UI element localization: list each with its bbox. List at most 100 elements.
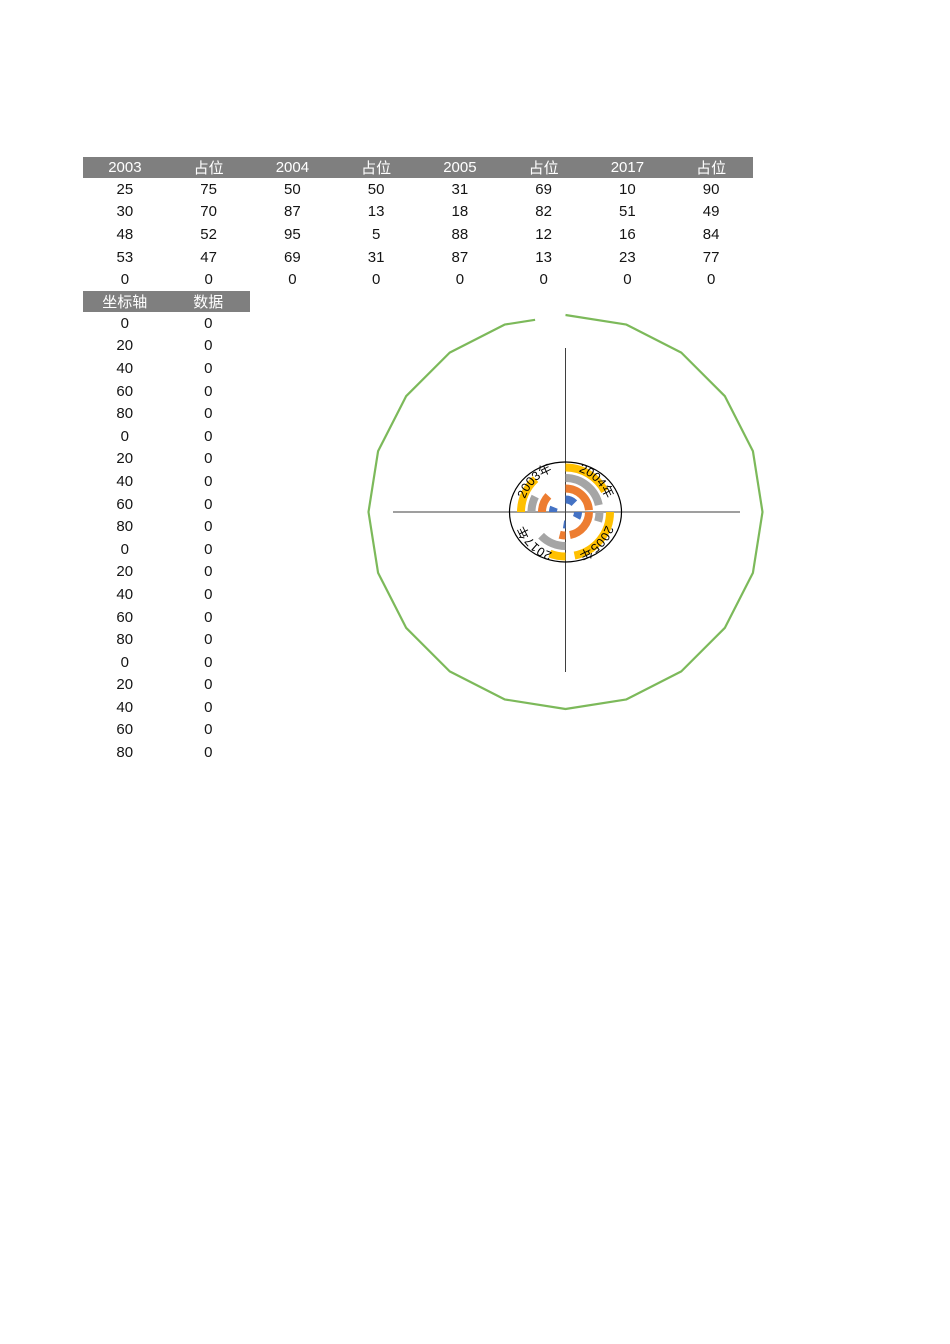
value-cell[interactable]: 0 [120,653,129,671]
table-row: 20 0 [83,561,250,584]
value-cell[interactable]: 60 [116,721,134,739]
value-cell[interactable]: 0 [371,271,381,289]
value-cell[interactable]: 0 [204,450,213,468]
value-cell[interactable]: 70 [200,203,217,221]
column-header-cell[interactable]: 占位 [669,157,753,178]
value-cell[interactable]: 0 [204,337,213,355]
value-cell[interactable]: 31 [451,180,469,198]
value-cell[interactable]: 0 [204,518,213,536]
column-header-cell[interactable]: 占位 [166,157,251,178]
value-cell[interactable]: 0 [204,563,213,581]
value-cell[interactable]: 80 [116,518,134,536]
value-cell[interactable]: 0 [204,472,213,490]
value-cell[interactable]: 53 [116,248,134,266]
value-cell[interactable]: 80 [116,631,134,649]
value-cell[interactable]: 0 [204,585,213,603]
value-cell[interactable]: 0 [204,653,213,671]
doughnut-arc-2004-row4 [565,463,609,494]
value-cell[interactable]: 16 [619,225,636,243]
value-cell[interactable]: 20 [116,337,134,355]
doughnut-arc-2003-row1 [549,505,558,513]
value-cell[interactable]: 20 [116,676,134,694]
value-cell[interactable]: 0 [455,271,465,289]
value-cell[interactable]: 13 [367,203,385,221]
value-cell[interactable]: 47 [200,248,217,266]
value-cell[interactable]: 60 [116,495,134,513]
doughnut-arc-2005-row1 [572,511,583,520]
value-cell[interactable]: 20 [116,450,134,468]
value-cell[interactable]: 10 [619,180,636,198]
value-cell[interactable]: 77 [702,248,720,266]
value-cell[interactable]: 0 [204,608,213,626]
value-cell[interactable]: 90 [702,180,720,198]
value-cell[interactable]: 48 [116,225,134,243]
value-cell[interactable]: 60 [116,382,134,400]
value-cell[interactable]: 0 [204,540,213,558]
value-cell[interactable]: 52 [200,225,217,243]
doughnut-arc-2004-row1 [565,495,578,507]
table-row: 80 0 [83,628,250,651]
value-cell[interactable]: 0 [204,405,213,423]
value-cell[interactable]: 51 [619,203,636,221]
column-header-cell[interactable]: 2005 [418,157,502,178]
column-header-cell[interactable]: 2003 [83,157,167,178]
value-cell[interactable]: 0 [120,540,129,558]
value-cell[interactable]: 0 [288,271,297,289]
value-cell[interactable]: 88 [451,225,469,243]
column-header-cell[interactable]: 2004 [250,157,335,178]
value-cell[interactable]: 0 [204,631,213,649]
value-cell[interactable]: 12 [535,225,552,243]
value-cell[interactable]: 0 [204,271,213,289]
value-cell[interactable]: 87 [284,203,301,221]
value-cell[interactable]: 60 [116,608,134,626]
value-cell[interactable]: 84 [702,225,720,243]
value-cell[interactable]: 0 [204,427,213,445]
value-cell[interactable]: 95 [284,225,301,243]
value-cell[interactable]: 40 [116,585,134,603]
value-cell[interactable]: 0 [204,314,213,332]
value-cell[interactable]: 80 [116,744,134,762]
value-cell[interactable]: 0 [204,382,213,400]
column-header-cell[interactable]: 占位 [501,157,586,178]
doughnut-arc-2017-row4 [548,549,566,561]
value-cell[interactable]: 0 [204,495,213,513]
value-cell[interactable]: 87 [451,248,469,266]
value-cell[interactable]: 5 [371,225,381,243]
value-cell[interactable]: 25 [116,180,134,198]
value-cell[interactable]: 50 [367,180,385,198]
value-cell[interactable]: 0 [204,698,213,716]
column-header-cell[interactable]: 2017 [585,157,670,178]
value-cell[interactable]: 31 [367,248,385,266]
column-header-cell[interactable]: 数据 [166,291,250,312]
column-header-cell[interactable]: 占位 [334,157,418,178]
value-cell[interactable]: 40 [116,698,134,716]
value-cell[interactable]: 0 [204,359,213,377]
value-cell[interactable]: 18 [451,203,469,221]
value-cell[interactable]: 49 [702,203,720,221]
value-cell[interactable]: 0 [623,271,632,289]
value-cell[interactable]: 0 [539,271,548,289]
value-cell[interactable]: 20 [116,563,134,581]
value-cell[interactable]: 50 [284,180,301,198]
column-header-cell[interactable]: 坐标轴 [83,291,167,312]
value-cell[interactable]: 40 [116,359,134,377]
value-cell[interactable]: 69 [284,248,301,266]
value-cell[interactable]: 69 [535,180,552,198]
polar-doughnut-chart[interactable]: 2003年 2004年 2005年 2017年 [330,270,800,740]
value-cell[interactable]: 23 [619,248,636,266]
inner-plot-circle [508,461,623,563]
value-cell[interactable]: 0 [204,744,213,762]
value-cell[interactable]: 0 [120,427,129,445]
value-cell[interactable]: 0 [706,271,716,289]
value-cell[interactable]: 0 [204,721,213,739]
value-cell[interactable]: 80 [116,405,134,423]
value-cell[interactable]: 75 [200,180,217,198]
value-cell[interactable]: 0 [120,314,129,332]
value-cell[interactable]: 30 [116,203,134,221]
value-cell[interactable]: 0 [204,676,213,694]
value-cell[interactable]: 13 [535,248,552,266]
value-cell[interactable]: 82 [535,203,552,221]
value-cell[interactable]: 0 [120,271,130,289]
value-cell[interactable]: 40 [116,472,134,490]
